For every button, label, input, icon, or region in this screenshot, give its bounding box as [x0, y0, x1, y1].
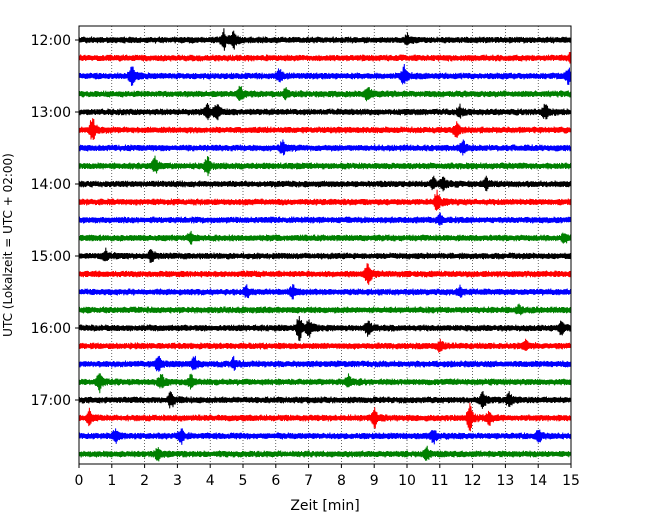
y-axis: 12:00 13:00 14:00 15:00 16:00 17:00	[31, 33, 79, 409]
trace-1215	[78, 51, 572, 66]
y-tick-label: 17:00	[31, 393, 71, 409]
trace-1445	[78, 230, 572, 245]
x-tick-label: 0	[75, 473, 84, 489]
trace-1315	[78, 118, 572, 141]
trace-1630	[78, 355, 572, 372]
trace-1530	[78, 284, 572, 300]
x-axis-label: Zeit [min]	[290, 498, 359, 514]
x-tick-label: 1	[107, 473, 116, 489]
trace-1415	[78, 189, 572, 211]
y-tick-label: 14:00	[31, 177, 71, 193]
trace-1745	[78, 445, 572, 462]
trace-1430	[78, 212, 572, 226]
x-tick-label: 14	[529, 473, 547, 489]
trace-group	[78, 28, 572, 462]
trace-1515	[78, 263, 572, 285]
trace-1345	[78, 155, 572, 177]
x-tick-label: 8	[337, 473, 346, 489]
x-tick-label: 3	[173, 473, 182, 489]
trace-1400	[78, 175, 572, 192]
trace-1730	[78, 428, 572, 445]
y-axis-label: UTC (Lokalzeit = UTC + 02:00)	[1, 153, 15, 337]
trace-1700	[78, 390, 572, 409]
x-tick-label: 6	[271, 473, 280, 489]
y-tick-label: 12:00	[31, 33, 71, 49]
trace-1600	[78, 315, 572, 342]
plot-frame	[78, 25, 572, 465]
x-axis: 0 1 2 3 4 5 6 7 8 9 10 11 12 13 14 15	[75, 464, 580, 489]
trace-1500	[78, 247, 572, 263]
x-tick-label: 7	[304, 473, 313, 489]
y-tick-label: 13:00	[31, 105, 71, 121]
trace-1230	[78, 63, 572, 86]
y-tick-label: 15:00	[31, 249, 71, 265]
x-tick-label: 5	[239, 473, 248, 489]
x-tick-label: 11	[431, 473, 449, 489]
trace-1645	[78, 373, 572, 394]
trace-1545	[78, 303, 572, 316]
x-tick-label: 15	[562, 473, 580, 489]
trace-1615	[78, 338, 572, 353]
trace-1330	[78, 139, 572, 156]
x-tick-label: 9	[370, 473, 379, 489]
x-tick-label: 2	[140, 473, 149, 489]
x-tick-label: 13	[496, 473, 514, 489]
trace-1200	[78, 28, 572, 51]
trace-1715	[78, 402, 572, 432]
trace-1245	[78, 85, 572, 102]
trace-1300	[78, 102, 572, 121]
x-tick-label: 10	[398, 473, 416, 489]
x-tick-label: 12	[464, 473, 482, 489]
y-tick-label: 16:00	[31, 321, 71, 337]
x-tick-label: 4	[206, 473, 215, 489]
grid	[111, 26, 539, 464]
